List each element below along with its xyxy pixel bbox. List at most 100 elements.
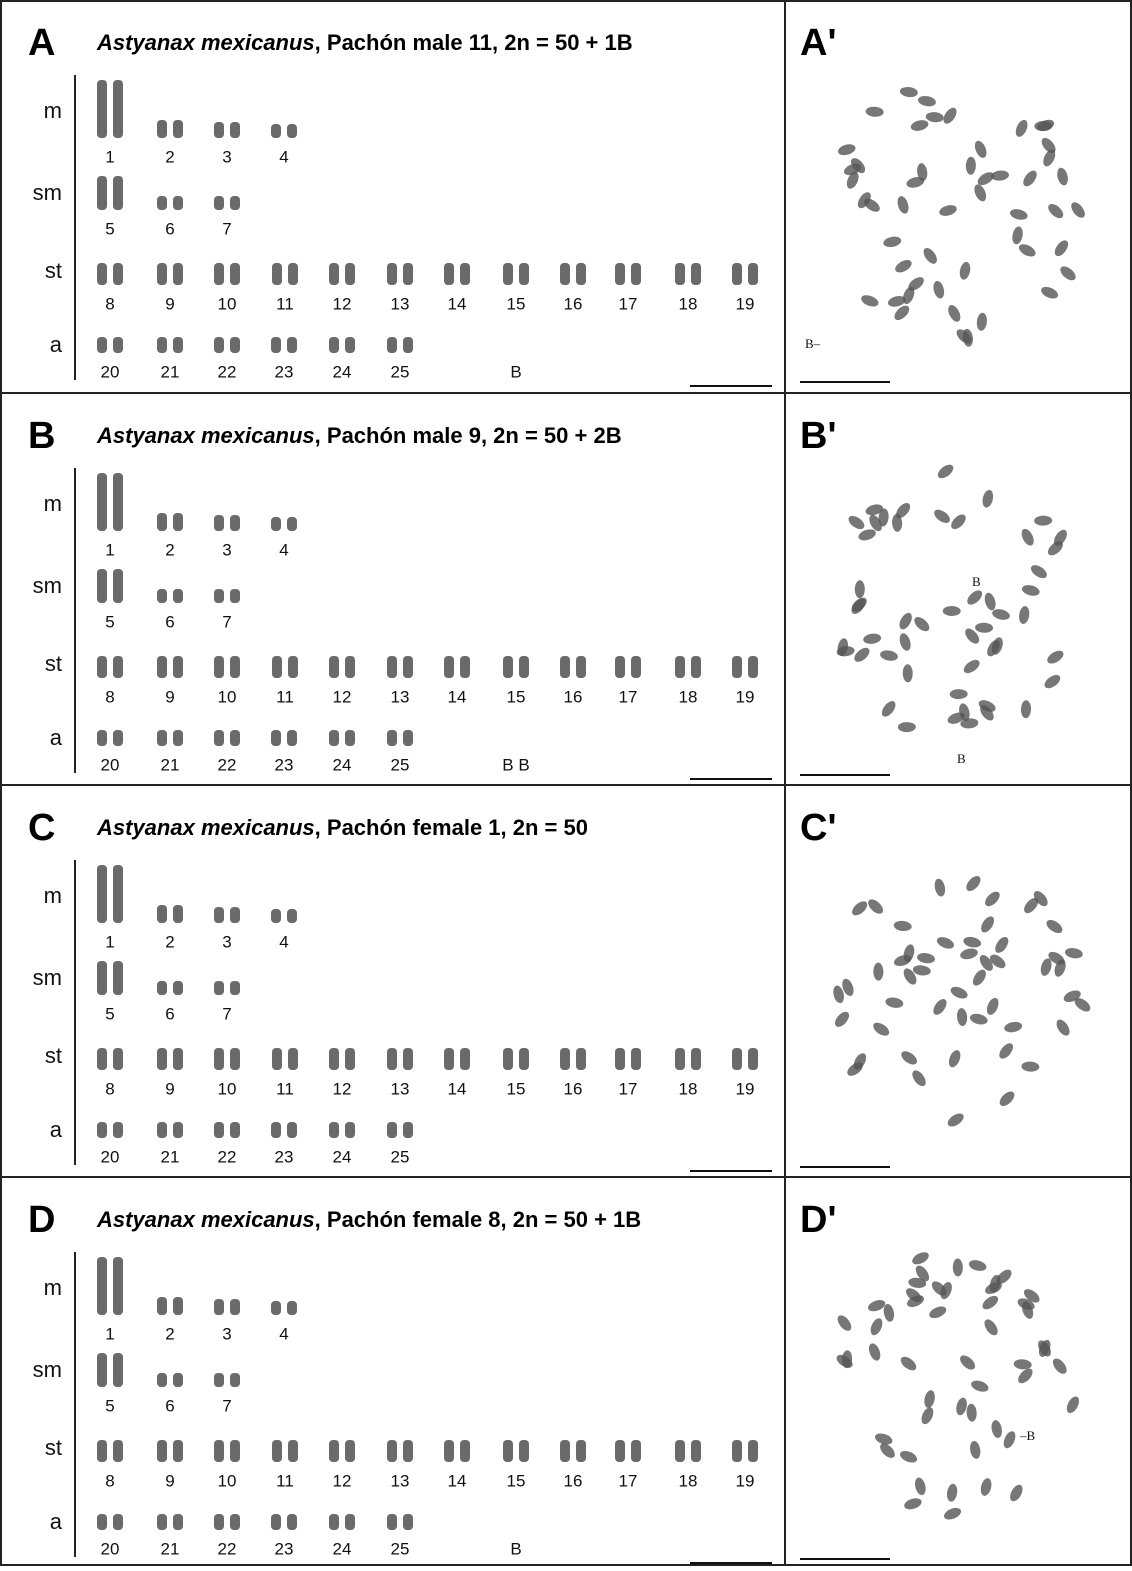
chromosome [560,656,570,678]
metaphase-chromosome [848,515,865,530]
chromosome [271,1122,281,1138]
chromosome-number: 15 [507,687,526,706]
metaphase-chromosome [917,953,935,964]
chromosome-number: 7 [222,1004,231,1023]
metaphase-chromosome [956,329,972,344]
metaphase-chromosome [933,280,945,299]
chromosome-number: 4 [279,1324,288,1343]
chromosome [503,1048,513,1070]
chromosome [503,656,513,678]
metaphase-letter: C' [800,807,836,849]
chromosome-number: 18 [679,687,698,706]
chromosome [287,1122,297,1138]
metaphase-chromosome [986,997,999,1015]
chromosome [214,1373,224,1387]
metaphase-b-label: B [957,751,966,766]
chromosome [214,981,224,995]
metaphase-chromosome [1021,585,1040,596]
chromosome [97,473,107,531]
chromosome-number: 24 [333,1147,352,1166]
metaphase-chromosome [865,504,884,516]
chromosome [97,569,107,603]
chromosome-number: 6 [165,1396,174,1415]
metaphase-chromosome [974,184,987,202]
metaphase-chromosome [850,158,866,174]
metaphase-chromosome [908,277,924,291]
chromosome [173,337,183,353]
row-label: sm [33,1357,62,1382]
chromosome-number: 17 [619,1471,638,1490]
chromosome-number: 11 [276,1471,294,1490]
chromosome [97,961,107,995]
metaphase-b-label: –B [1019,1428,1036,1443]
metaphase-chromosome [957,1008,968,1027]
chromosome [288,263,298,285]
chromosome [113,263,123,285]
row-label: m [44,491,62,516]
chromosome-number: 9 [165,294,174,313]
chromosome [113,473,123,531]
chromosome [345,1122,355,1138]
chromosome [329,337,339,353]
chromosome [272,656,282,678]
metaphase-chromosome [956,1397,967,1416]
metaphase-chromosome [908,1277,927,1288]
chromosome-number: 2 [165,1324,174,1343]
metaphase-chromosome [995,936,1009,953]
chromosome-number: 6 [165,219,174,238]
chromosome-number: 6 [165,1004,174,1023]
metaphase-chromosome [963,936,982,948]
chromosome [113,569,123,603]
chromosome [387,1048,397,1070]
chromosome-number: 11 [276,1079,294,1098]
chromosome-number: 5 [105,1396,114,1415]
chromosome-number: 22 [218,1539,237,1558]
metaphase-chromosome [900,1450,918,1463]
chromosome [157,263,167,285]
metaphase-chromosome [976,312,987,331]
chromosome-number: 8 [105,1471,114,1490]
metaphase-chromosome [1004,1021,1023,1033]
chromosome-number: 10 [218,294,237,313]
metaphase-chromosome [906,177,925,188]
metaphase-chromosome [1019,606,1030,624]
chromosome [287,1301,297,1315]
chromosome [387,1514,397,1530]
metaphase-chromosome [937,464,954,479]
metaphase-chromosome [1041,286,1059,299]
chromosome [214,263,224,285]
metaphase-chromosome [897,196,909,214]
chromosome-number: 8 [105,294,114,313]
chromosome [157,1514,167,1530]
chromosome [403,1122,413,1138]
metaphase-chromosome [865,106,884,117]
chromosome [329,1048,339,1070]
chromosome [503,263,513,285]
chromosome-number: 7 [222,612,231,631]
metaphase-chromosome [902,286,915,305]
chromosome [173,905,183,923]
panel-letter: D [28,1199,55,1241]
metaphase-chromosome [1074,998,1091,1012]
chromosome [157,196,167,210]
metaphase-chromosome [1033,890,1048,907]
chromosome [287,337,297,353]
metaphase-chromosome [901,1051,918,1065]
chromosome [230,196,240,210]
metaphase-chromosome [880,1443,895,1458]
metaphase-chromosome [881,701,896,717]
chromosome [173,589,183,603]
metaphase-chromosome [899,633,911,651]
chromosome [345,656,355,678]
metaphase-chromosome [903,968,917,985]
chromosome [157,120,167,138]
metaphase-chromosome [963,659,980,674]
metaphase-chromosome [915,1265,930,1282]
chromosome [387,1122,397,1138]
chromosome [230,337,240,353]
chromosome [387,656,397,678]
metaphase-chromosome [971,1380,989,1392]
chromosome-number: 14 [448,1079,467,1098]
chromosome-number: 12 [333,1079,352,1098]
row-label: a [50,332,63,357]
